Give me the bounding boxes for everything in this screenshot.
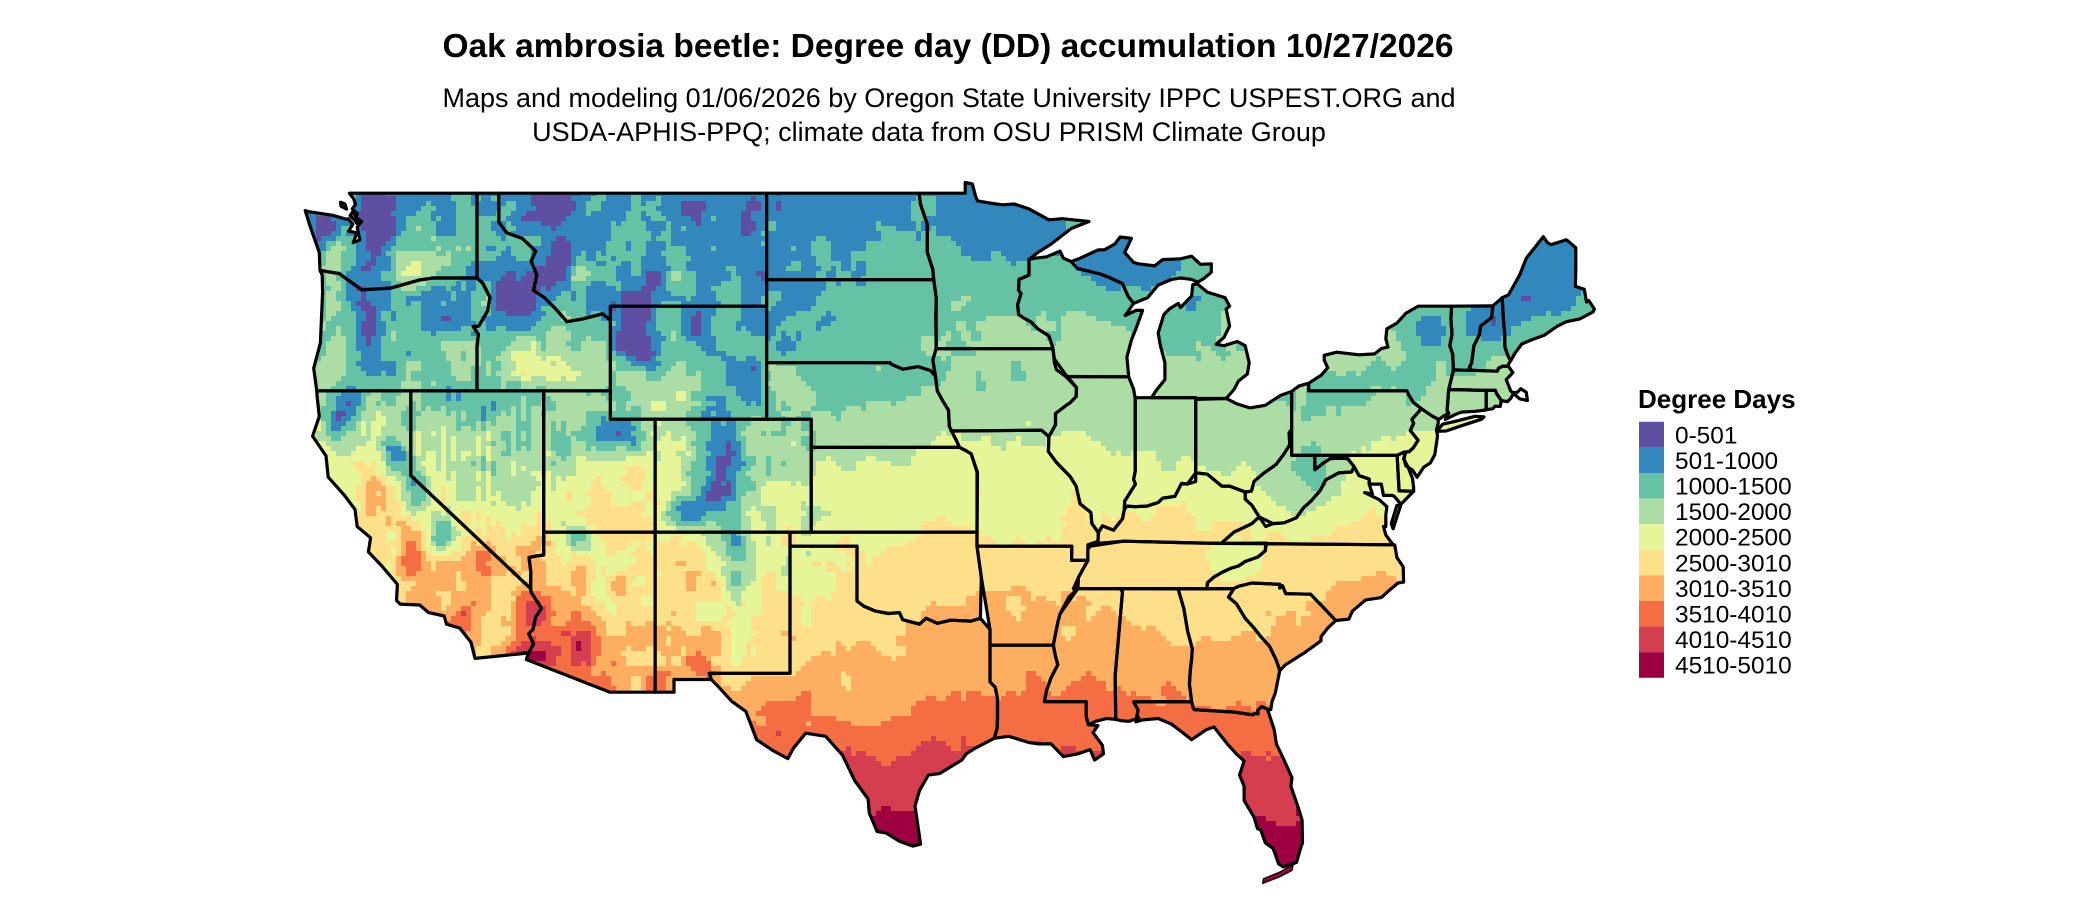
svg-text:3010-3510: 3010-3510	[1675, 576, 1792, 603]
svg-text:4510-5010: 4510-5010	[1675, 653, 1792, 680]
svg-text:1000-1500: 1000-1500	[1675, 474, 1792, 501]
svg-text:501-1000: 501-1000	[1675, 448, 1778, 475]
svg-text:0-501: 0-501	[1675, 422, 1737, 449]
svg-text:2500-3010: 2500-3010	[1675, 550, 1792, 577]
svg-text:3510-4010: 3510-4010	[1675, 602, 1792, 629]
svg-text:Degree Days: Degree Days	[1638, 384, 1796, 414]
svg-text:2000-2500: 2000-2500	[1675, 525, 1792, 552]
svg-text:USDA-APHIS-PPQ; climate data f: USDA-APHIS-PPQ; climate data from OSU PR…	[532, 117, 1326, 147]
svg-text:4010-4510: 4010-4510	[1675, 627, 1792, 654]
svg-text:1500-2000: 1500-2000	[1675, 499, 1792, 526]
svg-text:Maps and modeling 01/06/2026 b: Maps and modeling 01/06/2026 by Oregon S…	[442, 83, 1455, 113]
svg-text:Oak ambrosia beetle: Degree da: Oak ambrosia beetle: Degree day (DD) acc…	[442, 28, 1453, 65]
